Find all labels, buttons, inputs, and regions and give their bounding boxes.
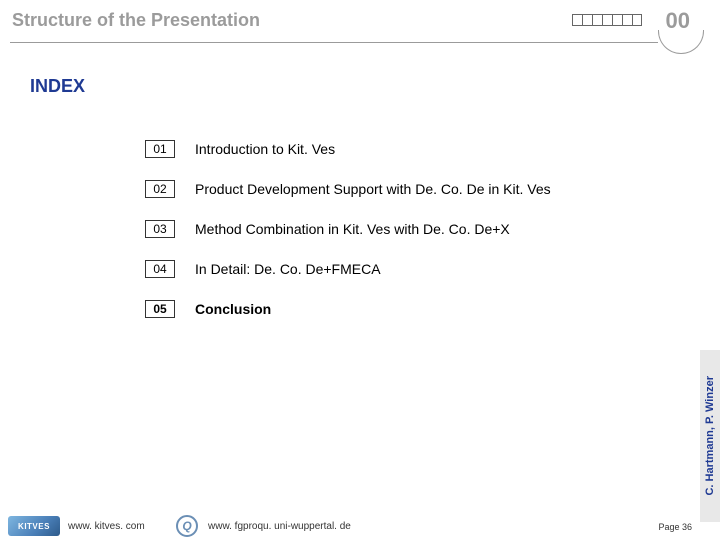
slide: Structure of the Presentation 00 INDEX 0…	[0, 0, 720, 540]
toc-num: 05	[145, 300, 175, 318]
toc-item-01: 01 Introduction to Kit. Ves	[145, 140, 551, 158]
toc-item-03: 03 Method Combination in Kit. Ves with D…	[145, 220, 551, 238]
toc-label: Product Development Support with De. Co.…	[195, 181, 551, 197]
authors-sidebar: C. Hartmann, P. Winzer	[700, 350, 720, 522]
q-logo: Q	[176, 515, 198, 537]
toc-item-05: 05 Conclusion	[145, 300, 551, 318]
url-kitves: www. kitves. com	[68, 521, 145, 532]
kitves-logo: KITVES	[8, 516, 60, 536]
slide-footer: KITVES www. kitves. com Q www. fgproqu. …	[0, 510, 720, 540]
header-title: Structure of the Presentation	[12, 10, 260, 31]
toc-num: 04	[145, 260, 175, 278]
header-divider	[10, 42, 658, 43]
toc-item-04: 04 In Detail: De. Co. De+FMECA	[145, 260, 551, 278]
index-heading: INDEX	[30, 76, 85, 97]
url-wuppertal: www. fgproqu. uni-wuppertal. de	[208, 521, 351, 532]
toc-num: 01	[145, 140, 175, 158]
page-number: Page 36	[658, 522, 692, 532]
header-arc	[658, 30, 704, 54]
toc-num: 02	[145, 180, 175, 198]
toc-label: Method Combination in Kit. Ves with De. …	[195, 221, 510, 237]
toc-label: Conclusion	[195, 301, 271, 317]
toc-label: In Detail: De. Co. De+FMECA	[195, 261, 381, 277]
toc-item-02: 02 Product Development Support with De. …	[145, 180, 551, 198]
toc-label: Introduction to Kit. Ves	[195, 141, 335, 157]
authors-text: C. Hartmann, P. Winzer	[704, 376, 716, 496]
header-ruler	[572, 14, 642, 26]
toc-list: 01 Introduction to Kit. Ves 02 Product D…	[145, 140, 551, 340]
slide-header: Structure of the Presentation 00	[0, 0, 720, 48]
toc-num: 03	[145, 220, 175, 238]
